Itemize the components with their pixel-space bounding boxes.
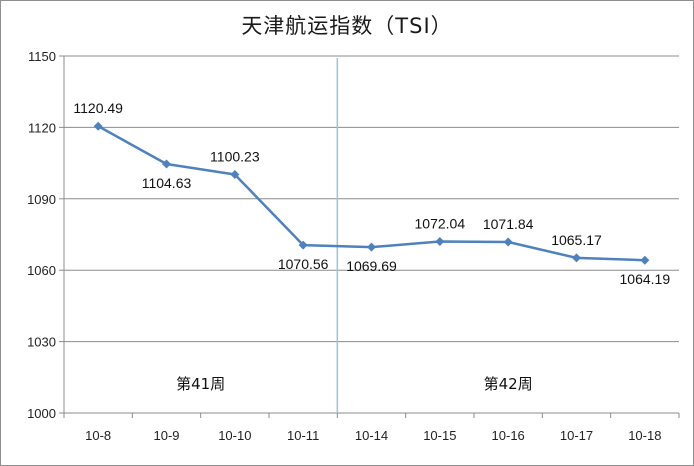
axes	[59, 55, 680, 418]
gridlines	[64, 55, 679, 343]
data-marker-10-16	[503, 237, 513, 247]
week-label-41: 第41周	[176, 375, 225, 393]
x-tick-label-10-17: 10-17	[560, 428, 593, 443]
x-tick-label-10-18: 10-18	[628, 428, 661, 443]
data-marker-10-8	[93, 121, 103, 131]
y-tick-label-1090: 1090	[27, 192, 56, 207]
data-label-10-9: 1104.63	[142, 175, 192, 191]
data-label-10-11: 1070.56	[278, 256, 329, 272]
x-tick-label-10-15: 10-15	[423, 428, 456, 443]
week-label-42: 第42周	[484, 375, 533, 393]
y-tick-labels: 1000 1030 1060 1090 1120 1150	[27, 49, 56, 421]
data-marker-10-18	[640, 255, 650, 265]
data-label-10-18: 1064.19	[620, 271, 671, 287]
x-tick-label-10-11: 10-11	[287, 428, 319, 443]
data-marker-10-17	[572, 253, 581, 263]
x-tick-label-10-8: 10-8	[85, 428, 111, 443]
chart-title: 天津航运指数（TSI）	[241, 14, 453, 38]
y-tick-label-1000: 1000	[27, 406, 56, 421]
y-tick-label-1150: 1150	[28, 49, 56, 64]
data-markers	[93, 121, 650, 265]
y-tick-label-1120: 1120	[28, 120, 56, 135]
x-tick-labels: 10-8 10-9 10-10 10-11 10-14 10-15 10-16 10-17 10…	[85, 428, 661, 443]
data-label-10-17: 1065.17	[551, 232, 602, 248]
x-tick-label-10-16: 10-16	[492, 428, 525, 443]
data-label-10-14: 1069.69	[346, 258, 397, 274]
data-label-10-8: 1120.49	[73, 100, 123, 116]
data-marker-10-9	[162, 159, 171, 169]
y-tick-label-1030: 1030	[27, 335, 56, 350]
data-marker-10-11	[298, 240, 308, 250]
x-tick-label-10-9: 10-9	[153, 428, 179, 443]
data-marker-10-10	[230, 169, 240, 179]
x-tick-label-10-14: 10-14	[355, 428, 388, 443]
data-label-10-16: 1071.84	[483, 216, 534, 232]
data-labels: 1120.49 1104.63 1100.23 1070.56 1069.69 1072.…	[73, 100, 670, 287]
x-tick-label-10-10: 10-10	[218, 428, 251, 443]
data-label-10-15: 1072.04	[415, 216, 466, 232]
y-tick-label-1060: 1060	[27, 263, 56, 278]
data-marker-10-15	[435, 237, 445, 247]
data-marker-10-14	[367, 242, 376, 252]
data-label-10-10: 1100.23	[210, 148, 260, 164]
